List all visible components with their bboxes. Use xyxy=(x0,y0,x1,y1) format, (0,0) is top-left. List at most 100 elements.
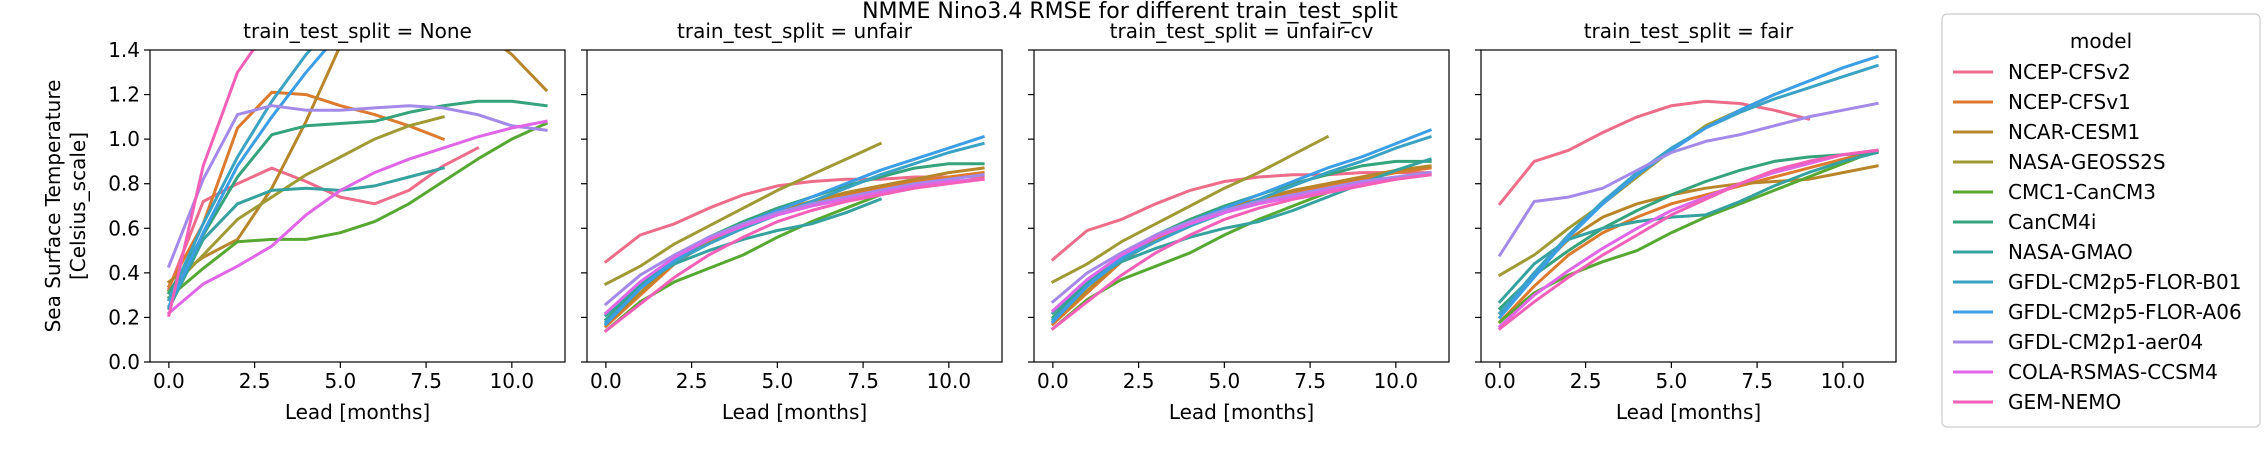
series-line-gfdl-cm2p5-flor-a06 xyxy=(1497,54,1879,320)
series-line-ncep-cfsv1 xyxy=(1497,148,1879,325)
axes-frame xyxy=(149,49,566,363)
legend-label: NASA-GMAO xyxy=(2008,240,2133,264)
series-line-gfdl-cm2p5-flor-a06 xyxy=(166,50,328,309)
legend-item: COLA-RSMAS-CCSM4 xyxy=(1953,360,2218,384)
legend-label: GFDL-CM2p5-FLOR-B01 xyxy=(2008,270,2241,294)
y-tick-label: 1.0 xyxy=(108,127,140,151)
series-line-gfdl-cm2p5-flor-b01 xyxy=(603,141,985,325)
legend-label: CanCM4i xyxy=(2008,210,2096,234)
figure-title: NMME Nino3.4 RMSE for different train_te… xyxy=(862,0,1398,24)
series-line-gem-nemo xyxy=(1050,173,1432,331)
series-lines xyxy=(166,50,549,317)
series-line-ncep-cfsv1 xyxy=(603,170,985,329)
y-tick-label: 1.2 xyxy=(108,83,140,107)
series-line-nasa-geoss2s xyxy=(1050,134,1330,284)
series-line-nasa-geoss2s xyxy=(603,141,883,287)
series-line-gfdl-cm2p1-aer04 xyxy=(1497,101,1879,258)
series-line-gfdl-cm2p1-aer04 xyxy=(1050,170,1432,304)
x-tick-label: 0.0 xyxy=(1484,369,1516,393)
y-axis-label-line: [Celsius_scale] xyxy=(66,132,90,280)
legend-item: NCAR-CESM1 xyxy=(1953,120,2140,144)
series-line-cancm4i xyxy=(166,99,548,295)
series-line-gfdl-cm2p5-flor-b01 xyxy=(166,50,313,302)
series-line-gem-nemo xyxy=(1497,148,1879,331)
legend-label: NCAR-CESM1 xyxy=(2008,120,2140,144)
y-axis-label: Sea Surface Temperature[Celsius_scale] xyxy=(41,80,90,333)
x-tick-label: 10.0 xyxy=(927,369,972,393)
series-line-ncep-cfsv2 xyxy=(1050,171,1432,262)
x-axis-label: Lead [months] xyxy=(285,400,430,424)
series-line-cmc1-cancm3 xyxy=(1497,148,1880,325)
series-line-ncep-cfsv1 xyxy=(166,90,446,289)
series-lines xyxy=(1497,54,1880,331)
legend-item: NASA-GMAO xyxy=(1953,240,2133,264)
series-line-nasa-gmao xyxy=(166,166,446,311)
y-tick-label: 0.4 xyxy=(108,261,140,285)
legend-label: GFDL-CM2p5-FLOR-A06 xyxy=(2008,300,2242,324)
x-tick-label: 5.0 xyxy=(761,369,793,393)
series-line-gfdl-cm2p5-flor-a06 xyxy=(1050,128,1433,325)
series-line-cola-rsmas-ccsm4 xyxy=(603,177,985,316)
series-line-nasa-geoss2s xyxy=(166,115,446,293)
legend-label: COLA-RSMAS-CCSM4 xyxy=(2008,360,2218,384)
legend-label: GFDL-CM2p1-aer04 xyxy=(2008,330,2203,354)
panel-title: train_test_split = fair xyxy=(1584,19,1794,43)
series-line-gem-nemo xyxy=(167,50,255,317)
series-line-ncar-cesm1 xyxy=(166,50,549,284)
series-line-gfdl-cm2p1-aer04 xyxy=(603,173,985,307)
x-tick-label: 0.0 xyxy=(1037,369,1069,393)
x-tick-label: 7.5 xyxy=(847,369,879,393)
x-tick-label: 5.0 xyxy=(324,369,356,393)
legend-label: NCEP-CFSv2 xyxy=(2008,60,2131,84)
legend-item: NCEP-CFSv1 xyxy=(1953,90,2131,114)
legend-item: GEM-NEMO xyxy=(1953,390,2121,414)
series-line-ncep-cfsv2 xyxy=(1497,99,1811,206)
x-axis-label: Lead [months] xyxy=(722,400,867,424)
series-line-cola-rsmas-ccsm4 xyxy=(166,119,548,316)
x-tick-label: 7.5 xyxy=(1741,369,1773,393)
panel-title: train_test_split = unfair xyxy=(677,19,913,43)
legend-item: GFDL-CM2p1-aer04 xyxy=(1953,330,2203,354)
panel-3: train_test_split = unfair-cv 0.0 2.5 5.0 7.5… xyxy=(1028,19,1450,424)
x-tick-label: 0.0 xyxy=(153,369,185,393)
x-axis-label: Lead [months] xyxy=(1616,400,1761,424)
legend-label: GEM-NEMO xyxy=(2008,390,2121,414)
x-tick-label: 0.0 xyxy=(590,369,622,393)
x-tick-label: 10.0 xyxy=(1821,369,1866,393)
panel-2: train_test_split = unfair 0.0 2.5 5.0 7.5 10.… xyxy=(581,19,1003,424)
series-line-cmc1-cancm3 xyxy=(166,121,549,300)
x-tick-label: 10.0 xyxy=(490,369,535,393)
y-axis-label-line: Sea Surface Temperature xyxy=(41,80,65,333)
series-line-gem-nemo xyxy=(603,177,985,333)
panels: train_test_split = None 0.0 2.5 5.0 7.5 10.0 L… xyxy=(41,19,1897,424)
panel-title: train_test_split = None xyxy=(243,19,472,43)
series-line-ncar-cesm1 xyxy=(603,166,985,327)
x-tick-label: 2.5 xyxy=(1123,369,1155,393)
legend-label: CMC1-CanCM3 xyxy=(2008,180,2156,204)
series-line-cancm4i xyxy=(1497,150,1879,311)
x-tick-label: 2.5 xyxy=(1570,369,1602,393)
panel-title: train_test_split = unfair-cv xyxy=(1110,19,1374,43)
x-tick-label: 7.5 xyxy=(1294,369,1326,393)
x-tick-label: 5.0 xyxy=(1208,369,1240,393)
axes-frame xyxy=(586,49,1003,363)
y-tick-label: 0.6 xyxy=(108,216,140,240)
legend-label: NASA-GEOSS2S xyxy=(2008,150,2166,174)
panel-1: train_test_split = None 0.0 2.5 5.0 7.5 10.0 L… xyxy=(41,19,566,424)
series-line-cola-rsmas-ccsm4 xyxy=(1050,173,1432,313)
legend-box xyxy=(1941,13,2261,428)
legend: model NCEP-CFSv2 NCEP-CFSv1 NCAR-CESM1 NASA-… xyxy=(1941,13,2261,428)
series-line-ncep-cfsv1 xyxy=(1050,166,1432,327)
series-line-gfdl-cm2p1-aer04 xyxy=(166,104,548,269)
legend-item: NCEP-CFSv2 xyxy=(1953,60,2131,84)
axes-frame xyxy=(1033,49,1450,363)
panel-4: train_test_split = fair 0.0 2.5 5.0 7.5 10.0 L… xyxy=(1475,19,1897,424)
series-line-gfdl-cm2p5-flor-a06 xyxy=(603,135,985,327)
legend-item: CMC1-CanCM3 xyxy=(1953,180,2156,204)
legend-item: NASA-GEOSS2S xyxy=(1953,150,2166,174)
x-tick-label: 2.5 xyxy=(676,369,708,393)
y-tick-label: 1.4 xyxy=(108,38,140,62)
legend-label: NCEP-CFSv1 xyxy=(2008,90,2131,114)
y-tick-label: 0.8 xyxy=(108,172,140,196)
